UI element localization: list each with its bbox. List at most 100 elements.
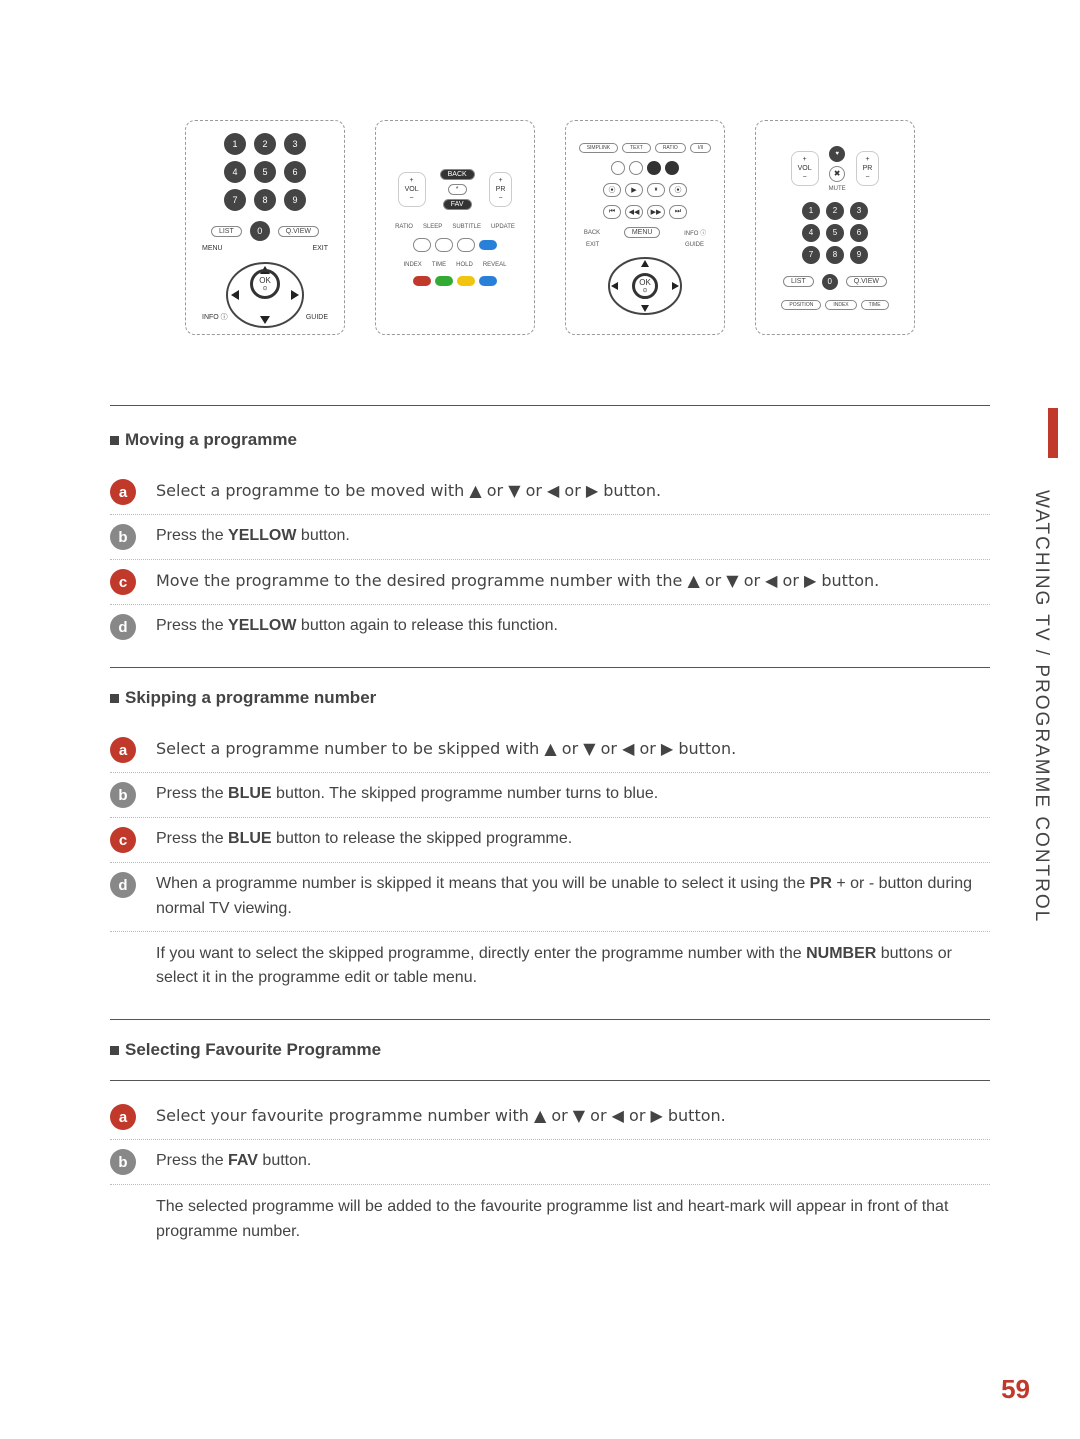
yellow-pill-icon: [457, 276, 475, 286]
moving-step-b: b Press the YELLOW button.: [110, 514, 990, 559]
side-tab-mark: [1048, 408, 1058, 458]
step-text: Press the BLUE button to release the ski…: [156, 827, 990, 852]
step-badge: a: [110, 737, 136, 763]
favourite-extra: The selected programme will be added to …: [110, 1184, 990, 1255]
update-blue-pill: [479, 240, 497, 250]
remote1-qview-pill: Q.VIEW: [278, 226, 319, 237]
remote4-center-col: ♥ ✖ MUTE: [829, 146, 846, 192]
blue-pill-icon: [479, 276, 497, 286]
remote3-transport2: ⏮ ◀◀ ▶▶ ⏭: [603, 205, 687, 219]
remote2-reveal: REVEAL: [483, 262, 507, 268]
record-icon: ⦿: [603, 183, 621, 197]
remote2-pr: +PR−: [489, 172, 513, 207]
remote4-pr: +PR−: [856, 151, 880, 186]
remote4-list-pill: LIST: [783, 276, 814, 287]
favourite-step-a: a Select your favourite programme number…: [110, 1095, 990, 1139]
remote4-btn-4: 4: [802, 224, 820, 242]
remote1-menu-label: MENU: [202, 245, 223, 252]
rule-mid2: [110, 1019, 990, 1020]
step-badge: b: [110, 782, 136, 808]
step-badge: c: [110, 569, 136, 595]
remote1-btn-1: 1: [224, 133, 246, 155]
remote4-row-list: LIST 0 Q.VIEW: [766, 274, 904, 290]
remote4-btn-9: 9: [850, 246, 868, 264]
bullet-square-icon: [110, 436, 119, 445]
remote-panel-4: +VOL− ♥ ✖ MUTE +PR− 1 2 3 4 5 6 7 8 9: [755, 120, 915, 335]
remote3-dot1: [611, 161, 625, 175]
remote3-top-pills: SIMPLINK TEXT RATIO I/II: [579, 143, 712, 153]
stop-icon: ⦿: [669, 183, 687, 197]
fav-icon: ♥: [829, 146, 845, 162]
remote4-volpr-row: +VOL− ♥ ✖ MUTE +PR−: [766, 146, 904, 192]
remote2-ratio: RATIO: [395, 224, 413, 230]
remote3-menu: MENU: [624, 227, 661, 238]
prev-icon: ⏮: [603, 205, 621, 219]
remote3-guide: GUIDE: [685, 242, 704, 248]
step-badge: c: [110, 827, 136, 853]
step-text: Select your favourite programme number w…: [156, 1104, 990, 1129]
remote2-colour-row1: [413, 238, 497, 252]
step-badge: d: [110, 614, 136, 640]
step-text: Press the BLUE button. The skipped progr…: [156, 782, 990, 807]
remote2-vol: +VOL−: [398, 172, 426, 207]
skipping-step-d: d When a programme number is skipped it …: [110, 862, 990, 931]
pause-icon: ⏸: [647, 183, 665, 197]
remote3-ok-label: OK: [639, 278, 651, 287]
remote4-btn-6: 6: [850, 224, 868, 242]
skipping-step-b: b Press the BLUE button. The skipped pro…: [110, 772, 990, 817]
remote-diagrams-row: 1 2 3 4 5 6 7 8 9 LIST 0 Q.VIEW MENU EXI…: [110, 120, 990, 335]
rule-fav-top: [110, 1080, 990, 1081]
remote4-bottom-pills: POSITION INDEX TIME: [781, 300, 888, 310]
section-favourite-steps: a Select your favourite programme number…: [110, 1095, 990, 1255]
remote1-btn-0: 0: [250, 221, 270, 241]
remote3-exit: EXIT: [586, 242, 599, 248]
step-badge: a: [110, 479, 136, 505]
remote2-pr-label: PR: [496, 186, 506, 193]
remote1-btn-9: 9: [284, 189, 306, 211]
remote3-ok: OK ⊙: [632, 273, 658, 299]
remote4-btn-3: 3: [850, 202, 868, 220]
remote1-number-grid: 1 2 3 4 5 6 7 8 9: [224, 133, 306, 211]
remote2-update: UPDATE: [491, 224, 515, 230]
remote3-dot4: [665, 161, 679, 175]
remote1-dpad: OK ⊙: [225, 260, 305, 308]
remote3-ratio: RATIO: [655, 143, 686, 153]
remote4-index: INDEX: [825, 300, 856, 310]
remote1-ok-label: OK: [259, 276, 271, 285]
rule-top: [110, 405, 990, 406]
remote3-transport1: ⦿ ▶ ⏸ ⦿: [603, 183, 687, 197]
step-badge: a: [110, 1104, 136, 1130]
remote1-btn-7: 7: [224, 189, 246, 211]
remote2-star-pill: *: [448, 184, 467, 195]
remote1-btn-2: 2: [254, 133, 276, 155]
remote4-qview-pill: Q.VIEW: [846, 276, 887, 287]
remote1-info-label: INFO ⓘ: [202, 312, 228, 322]
remote3-info: INFO ⓘ: [684, 228, 706, 237]
remote3-back: BACK: [584, 230, 600, 236]
remote2-time: TIME: [432, 262, 446, 268]
remote2-labels-row1: RATIO SLEEP SUBTITLE UPDATE: [395, 224, 515, 230]
section-moving-title: Moving a programme: [125, 430, 297, 450]
step-text: Press the YELLOW button again to release…: [156, 614, 990, 639]
section-moving-steps: a Select a programme to be moved with ▲ …: [110, 470, 990, 649]
remote1-btn-3: 3: [284, 133, 306, 155]
remote2-labels-row2: INDEX TIME HOLD REVEAL: [403, 262, 506, 268]
remote3-dot3: [647, 161, 661, 175]
step-badge: b: [110, 1149, 136, 1175]
step-text: Press the YELLOW button.: [156, 524, 990, 549]
skipping-extra: If you want to select the skipped progra…: [110, 931, 990, 1002]
remote4-num-grid: 1 2 3 4 5 6 7 8 9: [802, 202, 868, 264]
remote4-btn-1: 1: [802, 202, 820, 220]
moving-step-d: d Press the YELLOW button again to relea…: [110, 604, 990, 649]
step-badge: d: [110, 872, 136, 898]
remote4-btn-5: 5: [826, 224, 844, 242]
remote2-back-pill: BACK: [440, 169, 475, 180]
remote-panel-3: SIMPLINK TEXT RATIO I/II ⦿ ▶ ⏸ ⦿ ⏮ ◀◀ ▶▶: [565, 120, 725, 335]
section-skipping-title: Skipping a programme number: [125, 688, 376, 708]
remote2-vol-label: VOL: [405, 186, 419, 193]
remote1-exit-label: EXIT: [312, 245, 328, 252]
remote1-list-pill: LIST: [211, 226, 242, 237]
remote3-exit-guide: EXIT GUIDE: [576, 242, 714, 248]
remote4-time: TIME: [861, 300, 889, 310]
sleep-icon: [435, 238, 453, 252]
